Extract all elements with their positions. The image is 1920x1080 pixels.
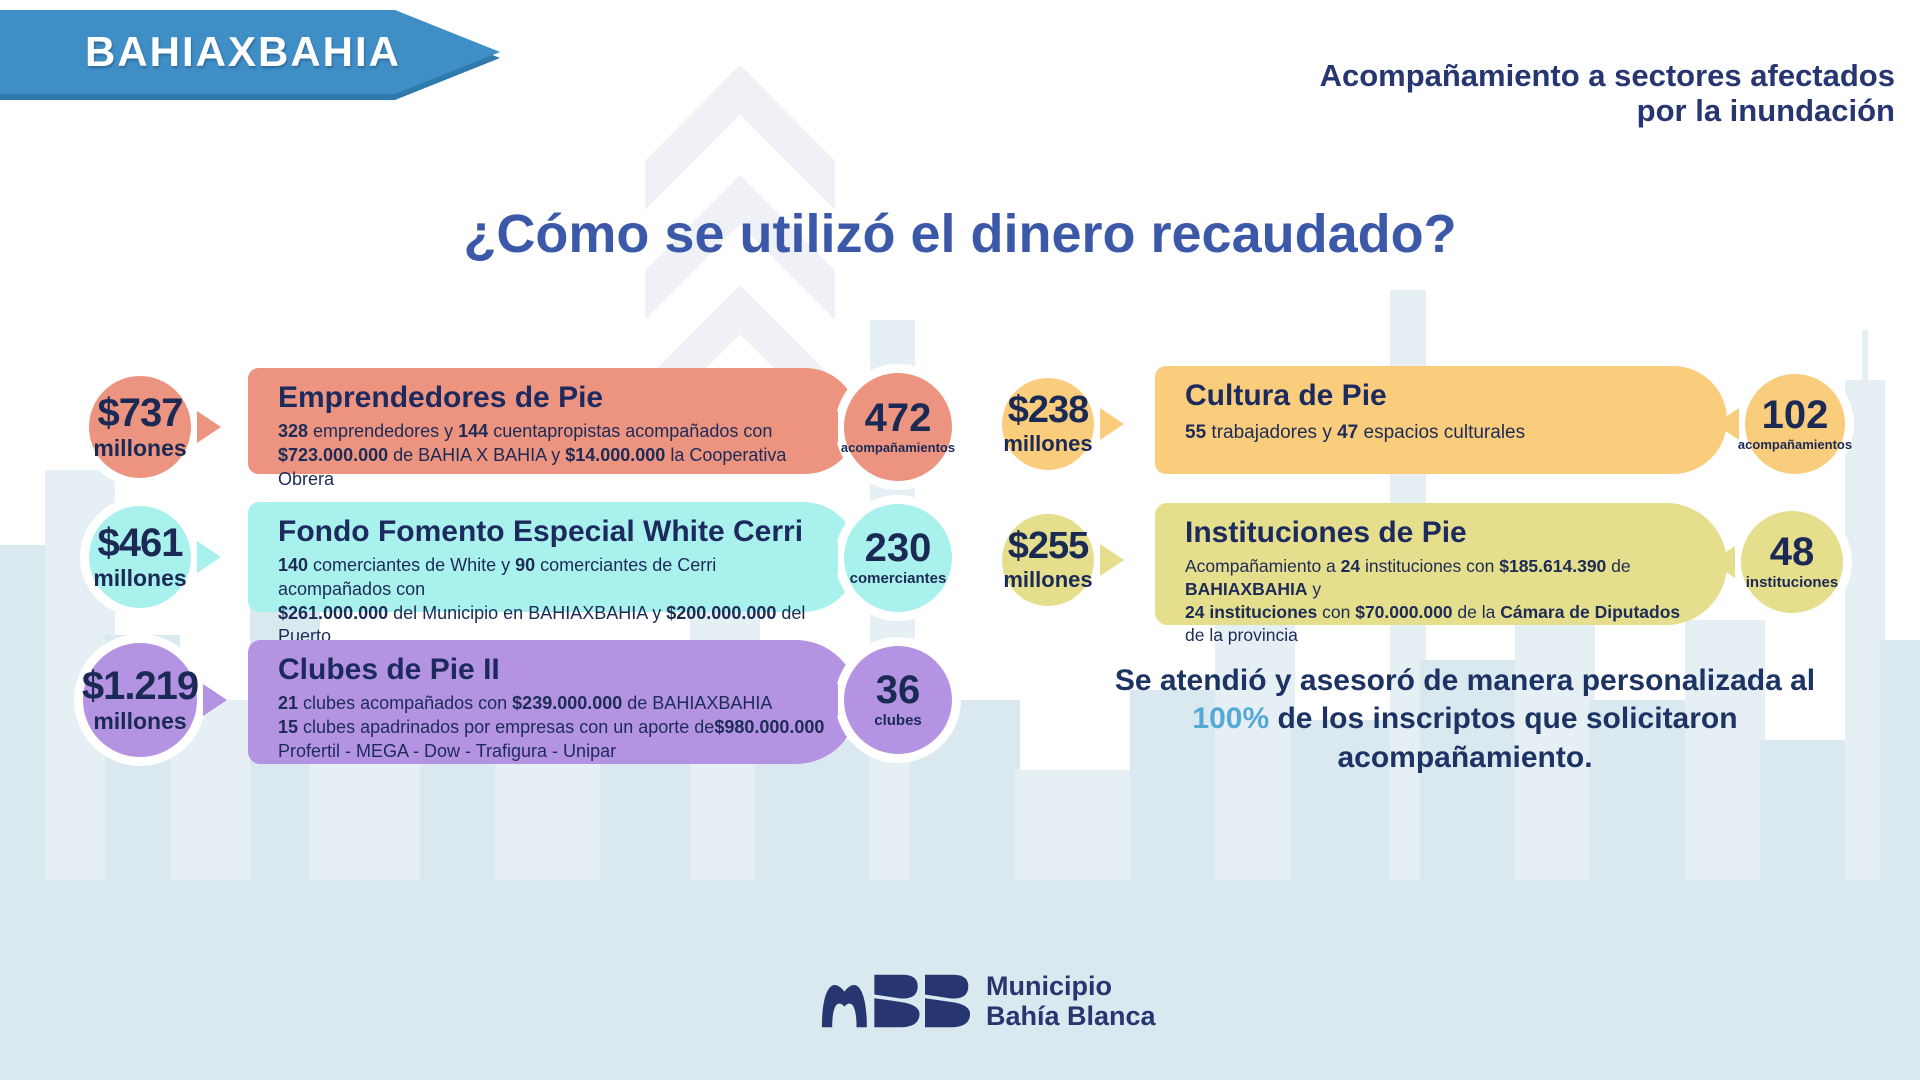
mbb-logo-icon [821, 974, 970, 1028]
bubble-tail [203, 684, 227, 716]
bubble-tail [197, 411, 221, 443]
subtitle-line2: por la inundación [1636, 93, 1895, 129]
amount-bubble: $461 millones [80, 497, 221, 617]
amount-unit: millones [93, 434, 187, 461]
bubble-tail [814, 684, 838, 716]
program-description: 55 trabajadores y 47 espacios culturales [1185, 422, 1526, 443]
count-bubble: 472 acompañamientos [814, 364, 961, 490]
bubble-tail [1100, 408, 1124, 440]
page-title: ¿Cómo se utilizó el dinero recaudado? [463, 204, 1457, 264]
note-line3: acompañamiento. [1337, 740, 1593, 774]
amount-value: $737 [97, 390, 184, 435]
count-value: 102 [1761, 393, 1829, 438]
count-label: acompañamientos [1737, 437, 1853, 453]
bubble-tail [197, 541, 221, 573]
brand-name: BAHIAXBAHIA [85, 28, 401, 75]
program-title: Cultura de Pie [1185, 379, 1387, 412]
amount-unit: millones [93, 707, 187, 734]
amount-unit: millones [1003, 567, 1093, 593]
program-title: Emprendedores de Pie [278, 381, 604, 414]
count-value: 48 [1769, 530, 1815, 575]
amount-unit: millones [1003, 431, 1093, 457]
program-title: Clubes de Pie II [278, 653, 500, 686]
bubble-tail [814, 542, 838, 574]
brand-banner: BAHIAXBAHIA [0, 10, 500, 100]
program-description: 21 clubes acompañados con $239.000.000 d… [278, 693, 825, 761]
program-card: Emprendedores de Pie 328 emprendedores y… [248, 368, 858, 489]
municipality-footer: Municipio Bahía Blanca [820, 970, 1156, 1032]
count-label: instituciones [1745, 574, 1839, 592]
program-card: Clubes de Pie II 21 clubes acompañados c… [248, 640, 858, 764]
amount-bubble: $238 millones [993, 369, 1124, 479]
bubble-tail [1711, 546, 1735, 578]
count-bubble: 102 acompañamientos [1715, 365, 1854, 483]
program-card: Fondo Fomento Especial White Cerri 140 c… [248, 502, 858, 646]
bubble-tail [1715, 408, 1739, 440]
count-value: 36 [875, 668, 921, 713]
amount-bubble: $1.219 millones [74, 634, 227, 766]
bubble-tail [1100, 544, 1124, 576]
count-value: 472 [864, 396, 932, 441]
program-title: Instituciones de Pie [1185, 516, 1467, 549]
amount-value: $255 [1007, 525, 1090, 568]
count-label: comerciantes [849, 570, 947, 588]
subtitle-line1: Acompañamiento a sectores afectados [1319, 58, 1895, 93]
count-bubble: 230 comerciantes [814, 495, 961, 621]
subtitle-header: Acompañamiento a sectores afectados por … [1320, 58, 1895, 128]
org-line1: Municipio [986, 970, 1112, 1001]
amount-unit: millones [93, 564, 187, 591]
program-card: Cultura de Pie 55 trabajadores y 47 espa… [1155, 366, 1727, 474]
bubble-tail [814, 411, 838, 443]
note-highlight: 100% [1192, 702, 1270, 736]
program-description: 140 comerciantes de White y 90 comercian… [278, 555, 806, 647]
program-description: 328 emprendedores y 144 cuentapropistas … [278, 421, 787, 489]
org-line2: Bahía Blanca [986, 1001, 1156, 1031]
skyline-building [1862, 330, 1868, 1080]
amount-bubble: $255 millones [993, 505, 1124, 615]
program-description: Acompañamiento a 24 instituciones con $1… [1185, 556, 1681, 646]
note-line2: de los inscriptos que solicitaron [1269, 702, 1738, 736]
count-bubble: 36 clubes [814, 637, 961, 763]
count-value: 230 [864, 526, 932, 571]
municipality-name: Municipio Bahía Blanca [986, 971, 1156, 1032]
amount-value: $238 [1007, 389, 1090, 432]
count-label: clubes [874, 712, 922, 730]
amount-value: $461 [97, 520, 184, 565]
amount-bubble: $737 millones [80, 367, 221, 487]
count-bubble: 48 instituciones [1711, 502, 1852, 622]
program-card: Instituciones de Pie Acompañamiento a 24… [1155, 503, 1727, 645]
program-title: Fondo Fomento Especial White Cerri [278, 515, 804, 548]
summary-note: Se atendió y asesoró de manera personali… [1075, 662, 1855, 777]
note-line1: Se atendió y asesoró de manera personali… [1114, 664, 1816, 697]
amount-value: $1.219 [81, 663, 199, 708]
banner-arrow: BAHIAXBAHIA [0, 10, 500, 94]
count-label: acompañamientos [840, 440, 956, 456]
